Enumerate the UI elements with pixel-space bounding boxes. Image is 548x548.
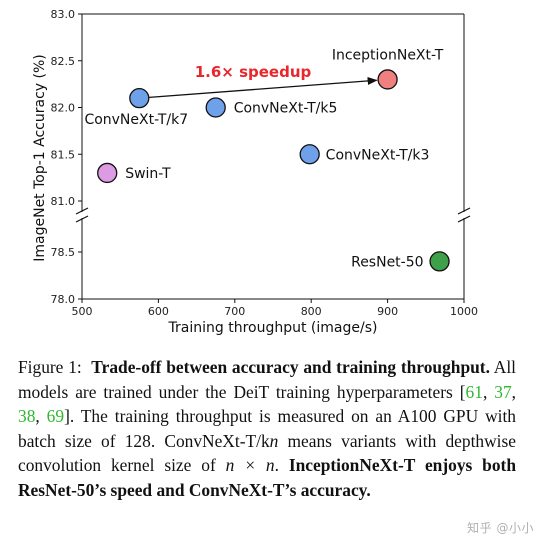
caption-text-3: means variants with depthwise convolutio… xyxy=(18,430,516,476)
y-axis-label: ImageNet Top-1 Accuracy (%) xyxy=(32,54,48,262)
speedup-annotation-label: 1.6× speedup xyxy=(195,63,312,81)
x-tick-label: 600 xyxy=(148,305,169,318)
caption-text-4: . xyxy=(274,455,289,476)
label-swin-t: Swin-T xyxy=(125,166,171,182)
label-convnext-t-k7: ConvNeXt-T/k7 xyxy=(84,112,188,128)
point-convnext-t-k3 xyxy=(299,144,320,165)
caption-bold-title: Trade-off between accuracy and training … xyxy=(91,357,490,377)
y-tick-label: 78.5 xyxy=(51,246,76,259)
y-axis-ticks: 81.0 81.5 82.0 82.5 83.0 78.0 78.5 xyxy=(51,8,82,306)
axis-break-mark-left-top xyxy=(75,207,89,215)
axis-break-mark-right-bottom xyxy=(457,215,471,223)
point-inceptionnext-t xyxy=(377,69,398,90)
x-axis-label: Training throughput (image/s) xyxy=(168,320,378,336)
x-tick-label: 700 xyxy=(224,305,245,318)
label-resnet-50: ResNet-50 xyxy=(351,254,423,270)
axis-break-mark-left-bottom xyxy=(75,215,89,223)
y-tick-label: 81.0 xyxy=(51,195,76,208)
point-labels: InceptionNeXt-T ConvNeXt-T/k7 ConvNeXt-T/k… xyxy=(84,47,443,270)
figure-caption: Figure 1: Trade-off between accuracy and… xyxy=(18,357,517,500)
y-tick-label: 83.0 xyxy=(51,8,76,21)
axis-break-mark-right-top xyxy=(457,207,471,215)
data-points xyxy=(97,69,450,272)
scatter-chart: 500 600 700 800 900 1000 81.0 81.5 82.0 82.5 83.0… xyxy=(32,8,478,336)
x-tick-label: 900 xyxy=(377,305,398,318)
speedup-annotation: 1.6× speedup xyxy=(149,63,378,99)
point-resnet-50 xyxy=(429,251,450,272)
y-tick-label: 82.0 xyxy=(51,102,76,115)
y-tick-label: 78.0 xyxy=(51,293,76,306)
label-convnext-t-k3: ConvNeXt-T/k3 xyxy=(326,147,430,163)
x-axis-ticks: 500 600 700 800 900 1000 xyxy=(72,299,478,318)
point-convnext-t-k5 xyxy=(205,97,226,118)
caption-math: n × n xyxy=(225,455,275,476)
caption-ref-38[interactable]: 38 xyxy=(18,406,36,427)
x-tick-label: 1000 xyxy=(450,305,478,318)
caption-ref-61[interactable]: 61 xyxy=(465,381,483,402)
caption-bold-end: InceptionNeXt-T enjoys both ResNet-50’s … xyxy=(18,455,517,500)
label-convnext-t-k5: ConvNeXt-T/k5 xyxy=(234,101,338,117)
y-tick-label: 81.5 xyxy=(51,148,76,161)
caption-text-2: ]. The training throughput is measured o… xyxy=(18,406,516,451)
caption-figure-label: Figure 1: xyxy=(18,357,82,377)
x-tick-label: 500 xyxy=(72,305,93,318)
point-swin-t xyxy=(97,162,118,184)
caption-text-1: All models are trained under the DeiT tr… xyxy=(18,357,516,402)
caption-ref-37[interactable]: 37 xyxy=(494,381,512,402)
point-convnext-t-k7 xyxy=(129,88,150,109)
watermark-text: 知乎 @小小 xyxy=(467,521,534,535)
x-tick-label: 800 xyxy=(301,305,322,318)
caption-italic-n: n xyxy=(269,430,279,451)
caption-ref-69[interactable]: 69 xyxy=(46,406,65,427)
label-inceptionnext-t: InceptionNeXt-T xyxy=(332,47,444,63)
plot-frame xyxy=(75,13,471,300)
y-tick-label: 82.5 xyxy=(51,55,76,68)
speedup-arrow xyxy=(149,76,378,99)
